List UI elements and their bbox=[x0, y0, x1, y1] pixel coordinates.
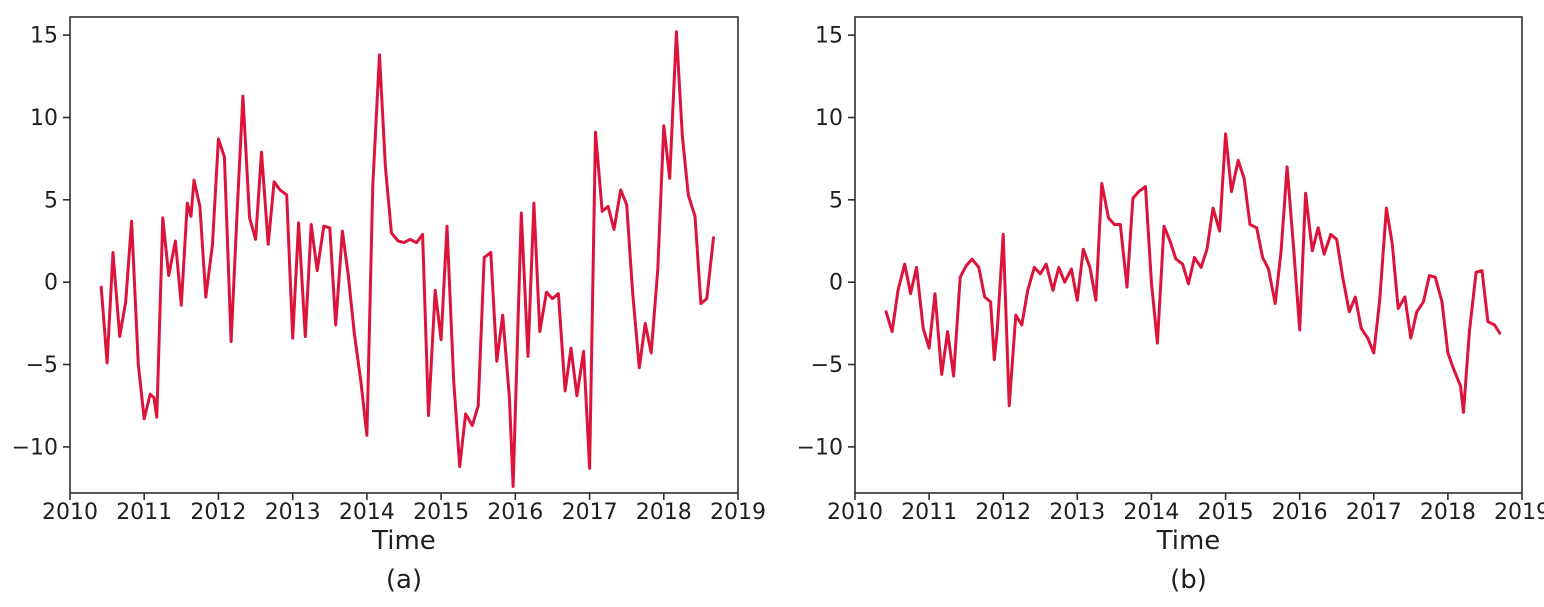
chart-b-x-axis-label: Time bbox=[1156, 526, 1221, 556]
plot-border bbox=[854, 16, 1523, 494]
x-tick-label: 2013 bbox=[265, 500, 321, 525]
x-tick-label: 2015 bbox=[413, 500, 469, 525]
chart-panel-a: 2010 2011 2012 2013 2014 2015 2016 2017 2018 2019… bbox=[12, 16, 766, 595]
x-tick-label: 2017 bbox=[1346, 500, 1402, 525]
chart-a-plot-area: 2010 2011 2012 2013 2014 2015 2016 2017 2018 2019… bbox=[12, 16, 766, 525]
chart-a-x-axis-label: Time bbox=[372, 526, 436, 556]
y-tick-label: 0 bbox=[829, 271, 843, 296]
chart-a-caption: (a) bbox=[385, 565, 423, 595]
chart-b-caption: (b) bbox=[1170, 565, 1207, 595]
x-tick-label: 2010 bbox=[42, 500, 98, 525]
y-tick-label: 15 bbox=[815, 24, 843, 49]
x-tick-label: 2016 bbox=[1272, 500, 1328, 525]
y-tick-label: 10 bbox=[815, 106, 843, 131]
y-tick-label: −5 bbox=[26, 353, 58, 378]
chart-panel-b: 2010 2011 2012 2013 2014 2015 2016 2017 2018 2019… bbox=[772, 0, 1544, 607]
chart-b-plot-area: 2010 2011 2012 2013 2014 2015 2016 2017 2018 2019… bbox=[797, 16, 1544, 525]
x-tick-label: 2012 bbox=[190, 500, 246, 525]
x-tick-label: 2015 bbox=[1198, 500, 1254, 525]
x-tick-label: 2019 bbox=[1494, 500, 1544, 525]
x-tick-label: 2013 bbox=[1049, 500, 1105, 525]
y-tick-label: 0 bbox=[44, 271, 58, 296]
y-tick-label: −10 bbox=[797, 435, 843, 460]
x-tick-label: 2017 bbox=[562, 500, 618, 525]
x-tick-label: 2014 bbox=[1123, 500, 1179, 525]
x-tick-label: 2018 bbox=[1420, 500, 1476, 525]
y-tick-label: −10 bbox=[12, 435, 58, 460]
x-tick-label: 2018 bbox=[636, 500, 692, 525]
y-tick-label: 5 bbox=[44, 188, 58, 213]
x-tick-label: 2011 bbox=[116, 500, 172, 525]
x-tick-label: 2011 bbox=[901, 500, 957, 525]
x-tick-label: 2019 bbox=[710, 500, 766, 525]
x-tick-label: 2016 bbox=[487, 500, 543, 525]
y-tick-label: −5 bbox=[811, 353, 843, 378]
x-tick-label: 2012 bbox=[975, 500, 1031, 525]
panel-b-line bbox=[884, 132, 1502, 414]
x-tick-label: 2010 bbox=[827, 500, 883, 525]
y-tick-label: 10 bbox=[30, 106, 58, 131]
plot-border bbox=[69, 16, 739, 494]
y-tick-label: 5 bbox=[829, 188, 843, 213]
y-tick-label: 15 bbox=[30, 24, 58, 49]
panel-a-line bbox=[99, 30, 715, 488]
x-tick-label: 2014 bbox=[339, 500, 395, 525]
